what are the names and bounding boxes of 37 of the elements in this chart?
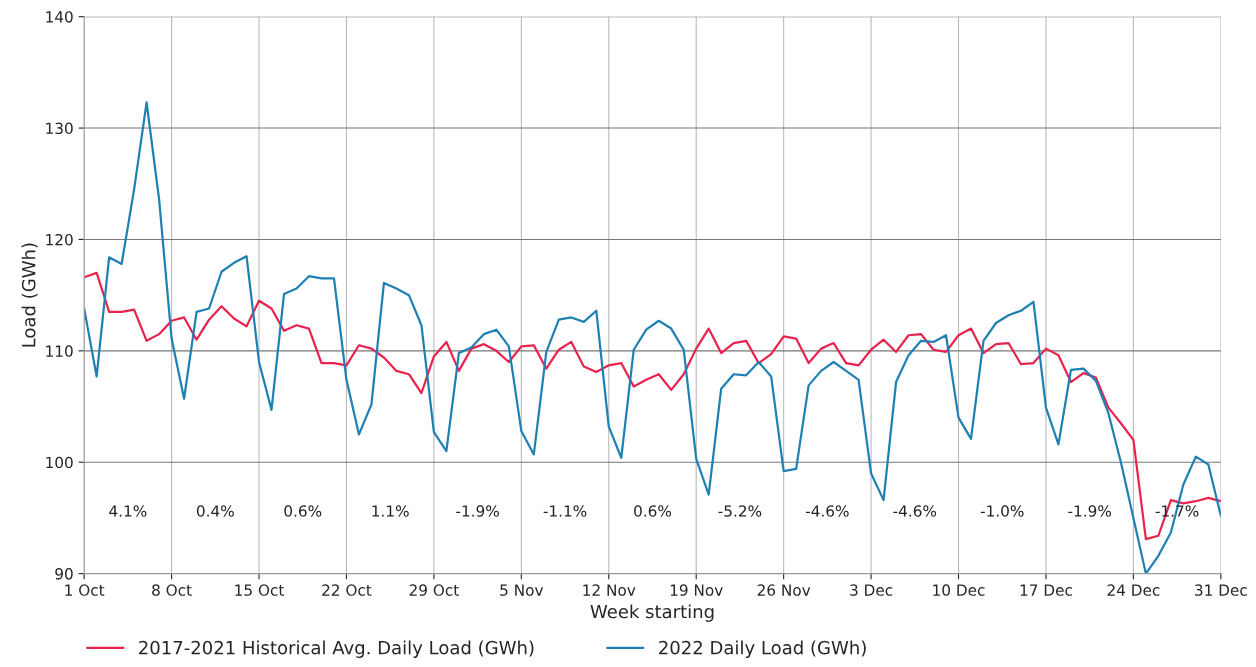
annotation: 0.6%	[284, 505, 322, 517]
legend-label: 2017-2021 Historical Avg. Daily Load (GWh)	[139, 640, 534, 658]
x-tick-label: 26 Nov	[757, 584, 811, 596]
y-tick-label: 120	[46, 233, 73, 246]
annotation: -4.6%	[893, 505, 937, 517]
x-tick-label: 17 Dec	[1020, 584, 1072, 596]
x-tick-label: 15 Oct	[235, 584, 285, 596]
y-tick-label: 90	[55, 568, 73, 580]
x-tick-label: 24 Dec	[1107, 584, 1160, 596]
x-tick-label: 31 Dec	[1195, 584, 1247, 596]
x-tick-label: 8 Oct	[152, 584, 192, 596]
annotation: 0.6%	[634, 505, 672, 517]
annotation: 1.1%	[372, 505, 409, 517]
x-tick-label: 10 Dec	[933, 584, 985, 596]
x-tick-label: 5 Nov	[500, 584, 544, 596]
annotation: -4.6%	[805, 505, 849, 517]
y-tick-label: 100	[46, 456, 73, 469]
annotation: -1.0%	[980, 505, 1024, 517]
y-tick-label: 130	[46, 122, 73, 135]
x-tick-label: 12 Nov	[583, 584, 636, 596]
y-axis-title: Load (GWh)	[21, 243, 38, 347]
annotation: 0.4%	[196, 505, 234, 517]
y-tick-label: 110	[46, 345, 73, 357]
line-series	[84, 271, 1221, 541]
annotation: -1.1%	[543, 505, 587, 517]
x-axis-title: Week starting	[590, 604, 714, 622]
y-tick-label: 140	[46, 11, 73, 23]
x-tick-label: 22 Oct	[322, 584, 372, 596]
x-tick-label: 29 Oct	[409, 584, 459, 596]
x-tick-label: 1 Oct	[65, 584, 105, 596]
annotation: -5.2%	[718, 505, 762, 517]
annotation: -1.9%	[1068, 505, 1111, 517]
legend-label: 2022 Daily Load (GWh)	[659, 640, 866, 658]
x-tick-label: 19 Nov	[670, 584, 723, 596]
annotation: 4.1%	[109, 505, 147, 517]
x-tick-label: 3 Dec	[850, 584, 893, 596]
annotation: -1.9%	[456, 505, 499, 517]
